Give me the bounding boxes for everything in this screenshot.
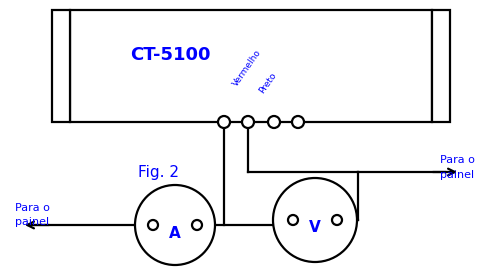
Bar (432, 10, 450, 122)
Circle shape (268, 116, 280, 128)
Bar (70, 10, 432, 122)
Text: CT-5100: CT-5100 (130, 46, 211, 64)
Text: Vermelho: Vermelho (231, 48, 263, 88)
Circle shape (242, 116, 254, 128)
Circle shape (148, 220, 158, 230)
Text: V: V (309, 220, 321, 235)
Text: painel: painel (15, 217, 49, 227)
Circle shape (218, 116, 230, 128)
Text: painel: painel (440, 170, 474, 180)
Circle shape (135, 185, 215, 265)
Text: Para o: Para o (15, 203, 50, 213)
Text: Para o: Para o (440, 155, 475, 165)
Circle shape (288, 215, 298, 225)
Circle shape (332, 215, 342, 225)
Bar (52, 10, 70, 122)
Text: Fig. 2: Fig. 2 (138, 165, 179, 179)
Circle shape (192, 220, 202, 230)
Circle shape (292, 116, 304, 128)
Text: Preto: Preto (258, 71, 278, 95)
Text: A: A (169, 225, 181, 240)
Circle shape (273, 178, 357, 262)
